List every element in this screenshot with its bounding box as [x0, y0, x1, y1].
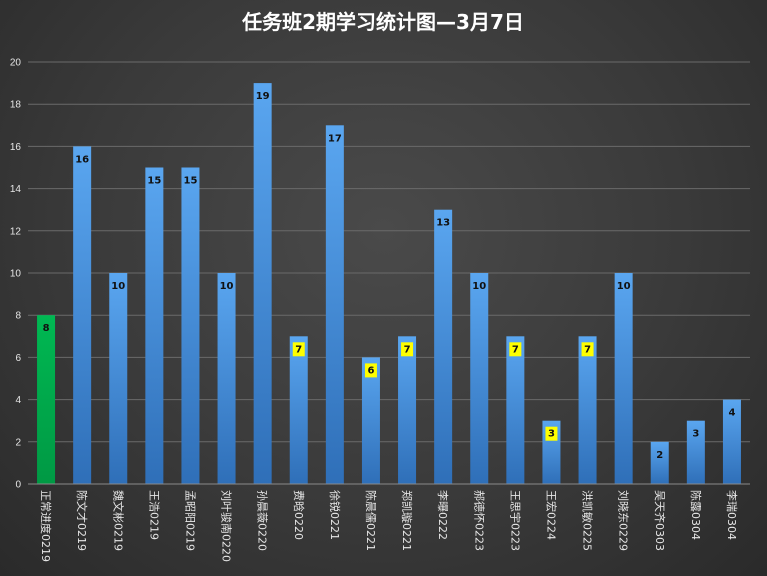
bar [325, 125, 344, 485]
bar [73, 146, 92, 484]
x-tick-label: 李曝0222 [436, 490, 450, 540]
x-tick-label: 费晗0220 [292, 490, 306, 540]
y-tick-label: 0 [15, 480, 21, 491]
data-label: 4 [728, 408, 735, 419]
chart-title: 任务班2期学习统计图—3月7日 [241, 10, 524, 34]
data-label: 10 [472, 281, 486, 292]
y-tick-label: 18 [10, 100, 22, 111]
x-tick-label: 孙晨薇0220 [256, 490, 269, 551]
bar [361, 357, 380, 484]
data-label-highlight [292, 342, 305, 357]
x-tick-label: 刘晓东0229 [617, 490, 630, 551]
data-label: 6 [367, 365, 374, 376]
x-axis-ticks: 正常进度0219 陈文才0219 魏文彬0219 王浩0219 孟昭阳0219 刘叶骏南0… [39, 490, 739, 562]
bar [614, 273, 633, 484]
bar [145, 167, 164, 484]
data-label-highlight [401, 342, 414, 357]
y-tick-label: 10 [10, 269, 22, 280]
bar [686, 420, 705, 484]
data-label: 7 [295, 344, 302, 355]
data-label: 17 [328, 133, 342, 144]
x-tick-label: 正常进度0219 [39, 490, 53, 562]
y-axis-ticks: 0 2 4 6 8 10 12 14 16 18 20 [10, 58, 22, 491]
bar [289, 336, 308, 484]
bar [217, 273, 236, 484]
bar [470, 273, 489, 484]
x-tick-label: 孟昭阳0219 [183, 490, 196, 551]
data-label: 7 [512, 344, 519, 355]
x-tick-label: 洪凯敏0225 [581, 490, 595, 551]
bar [37, 315, 56, 484]
x-tick-label: 王宏0224 [544, 490, 558, 540]
bar [109, 273, 128, 484]
y-tick-label: 16 [10, 142, 22, 153]
data-label-highlight [581, 342, 594, 357]
x-tick-label: 刘叶骏南0220 [220, 490, 234, 562]
y-tick-label: 12 [10, 226, 22, 237]
y-tick-label: 6 [15, 353, 21, 364]
x-tick-label: 陈晨儒0221 [364, 490, 378, 551]
data-label: 3 [548, 429, 555, 440]
data-label-highlight [545, 426, 558, 441]
data-label: 3 [692, 429, 699, 440]
data-label: 10 [617, 281, 631, 292]
data-label: 19 [256, 91, 270, 102]
gridlines [28, 61, 750, 443]
x-tick-label: 王浩0219 [147, 490, 160, 540]
data-label: 13 [436, 218, 450, 229]
bar [650, 441, 669, 484]
data-label: 16 [75, 154, 89, 165]
x-tick-label: 王思宇0223 [508, 490, 521, 551]
y-tick-label: 8 [15, 311, 21, 322]
data-label: 15 [183, 176, 197, 187]
data-label: 2 [656, 450, 663, 461]
bars [37, 83, 741, 485]
bar [181, 167, 200, 484]
data-label: 7 [584, 344, 591, 355]
data-label: 10 [111, 281, 125, 292]
y-tick-label: 2 [15, 437, 21, 448]
data-label-highlight [364, 363, 377, 378]
data-label: 10 [220, 281, 234, 292]
x-tick-label: 陈露0304 [689, 490, 703, 540]
bar [506, 336, 525, 484]
data-label: 7 [404, 344, 411, 355]
data-label: 15 [147, 176, 161, 187]
bar [578, 336, 597, 484]
x-tick-label: 郑凯璇0221 [400, 490, 414, 551]
bar [398, 336, 417, 484]
bar [434, 209, 453, 484]
x-tick-label: 李瑞0304 [725, 490, 739, 540]
data-labels: 8 16 10 15 15 10 19 7 17 6 7 13 10 7 3 7 10 2 3 4 [43, 91, 736, 461]
x-tick-label: 郝德怀0223 [472, 490, 486, 551]
x-tick-label: 陈文才0219 [75, 490, 89, 551]
y-tick-label: 4 [15, 395, 21, 406]
x-tick-label: 吴天齐0303 [653, 490, 667, 551]
data-label: 8 [43, 323, 50, 334]
y-tick-label: 14 [10, 184, 22, 195]
x-tick-label: 魏文彬0219 [111, 490, 125, 551]
y-tick-label: 20 [10, 58, 22, 69]
bar [253, 83, 272, 484]
bar [722, 399, 741, 484]
data-label-highlight [509, 342, 522, 357]
x-tick-label: 徐锐0221 [328, 490, 342, 540]
